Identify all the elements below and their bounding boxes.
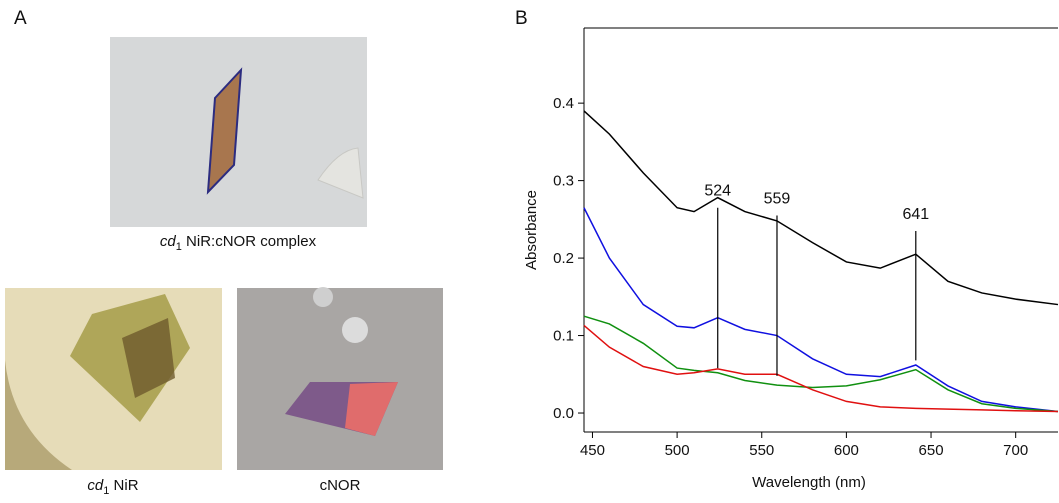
- y-tick-label: 0.0: [553, 405, 574, 422]
- panel-label: A: [14, 8, 27, 29]
- caption: cNOR: [320, 477, 361, 494]
- annotation-label: 559: [764, 190, 791, 207]
- y-tick-label: 0.4: [553, 95, 574, 112]
- series-line: [583, 315, 1059, 413]
- x-axis-label: Wavelength (nm): [752, 474, 866, 491]
- series-line: [583, 207, 1059, 413]
- series-line: [583, 110, 1059, 306]
- x-tick-label: 450: [580, 442, 605, 459]
- x-tick-label: 550: [749, 442, 774, 459]
- annotation-label: 641: [902, 206, 929, 223]
- x-tick-label: 700: [1003, 442, 1028, 459]
- caption: cd1 NiR: [87, 477, 138, 497]
- y-tick-label: 0.1: [553, 328, 574, 345]
- y-axis-label: Absorbance: [523, 190, 540, 270]
- y-tick-label: 0.2: [553, 250, 574, 267]
- y-tick-label: 0.3: [553, 173, 574, 190]
- panel-label: B: [515, 8, 528, 29]
- series-line: [583, 324, 1059, 413]
- photo: [5, 288, 222, 470]
- caption: cd1 NiR:cNOR complex: [160, 233, 317, 253]
- x-tick-label: 600: [834, 442, 859, 459]
- annotation-label: 524: [704, 183, 731, 200]
- x-tick-label: 500: [665, 442, 690, 459]
- x-tick-label: 650: [919, 442, 944, 459]
- photo: [110, 37, 367, 227]
- photo: [237, 287, 443, 470]
